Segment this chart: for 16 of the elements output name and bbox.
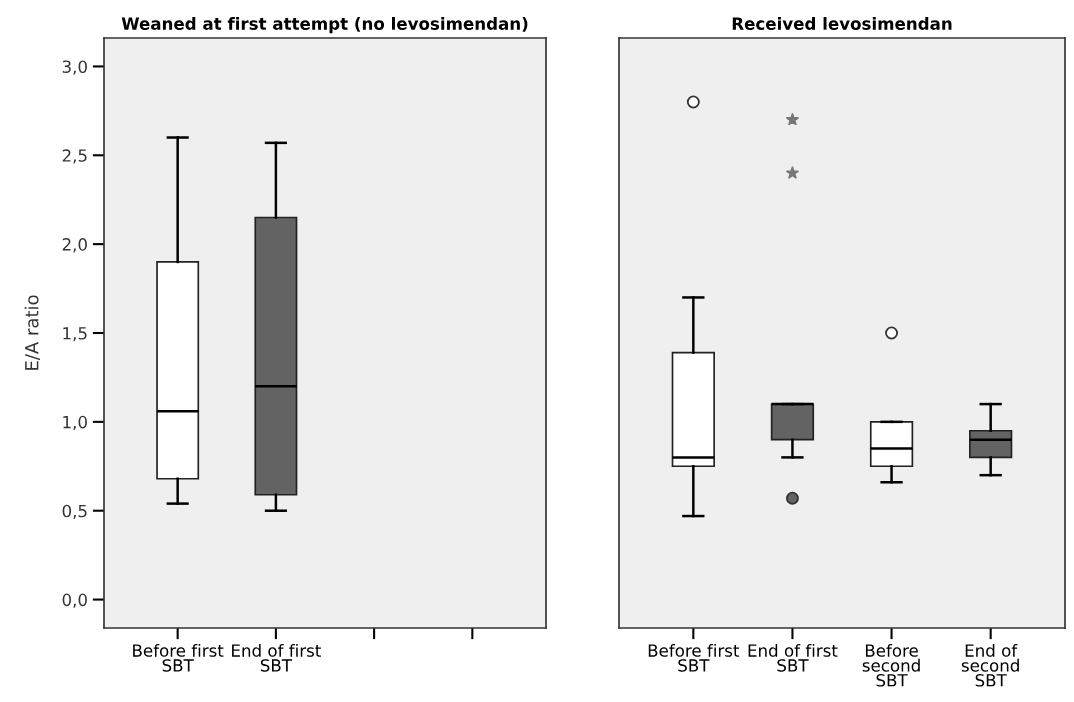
y-tick-label: 1,5 <box>63 327 87 342</box>
y-tick-label: 1,0 <box>63 415 87 431</box>
y-tick-label: 2,0 <box>62 238 87 253</box>
chart-title: Weaned at first attempt (no levosimendan) <box>121 17 528 34</box>
chart-title: Received levosimendan <box>732 17 952 30</box>
y-tick-label: 2,5 <box>62 149 87 164</box>
x-tick-label: End of second SBT <box>961 643 1019 687</box>
y-tick-label: 3,0 <box>62 60 87 75</box>
x-tick-label: Before second SBT <box>862 643 920 687</box>
x-tick-label: Before first SBT <box>648 643 740 672</box>
x-tick-label: End of first SBT <box>748 643 838 672</box>
y-tick-label: 0,5 <box>62 504 87 519</box>
x-tick-label: Before first SBT <box>133 643 224 672</box>
x-tick-label: End of first SBT <box>232 643 321 672</box>
y-tick-label: 0,0 <box>62 593 87 608</box>
y-axis-title: E/A ratio <box>24 295 40 370</box>
